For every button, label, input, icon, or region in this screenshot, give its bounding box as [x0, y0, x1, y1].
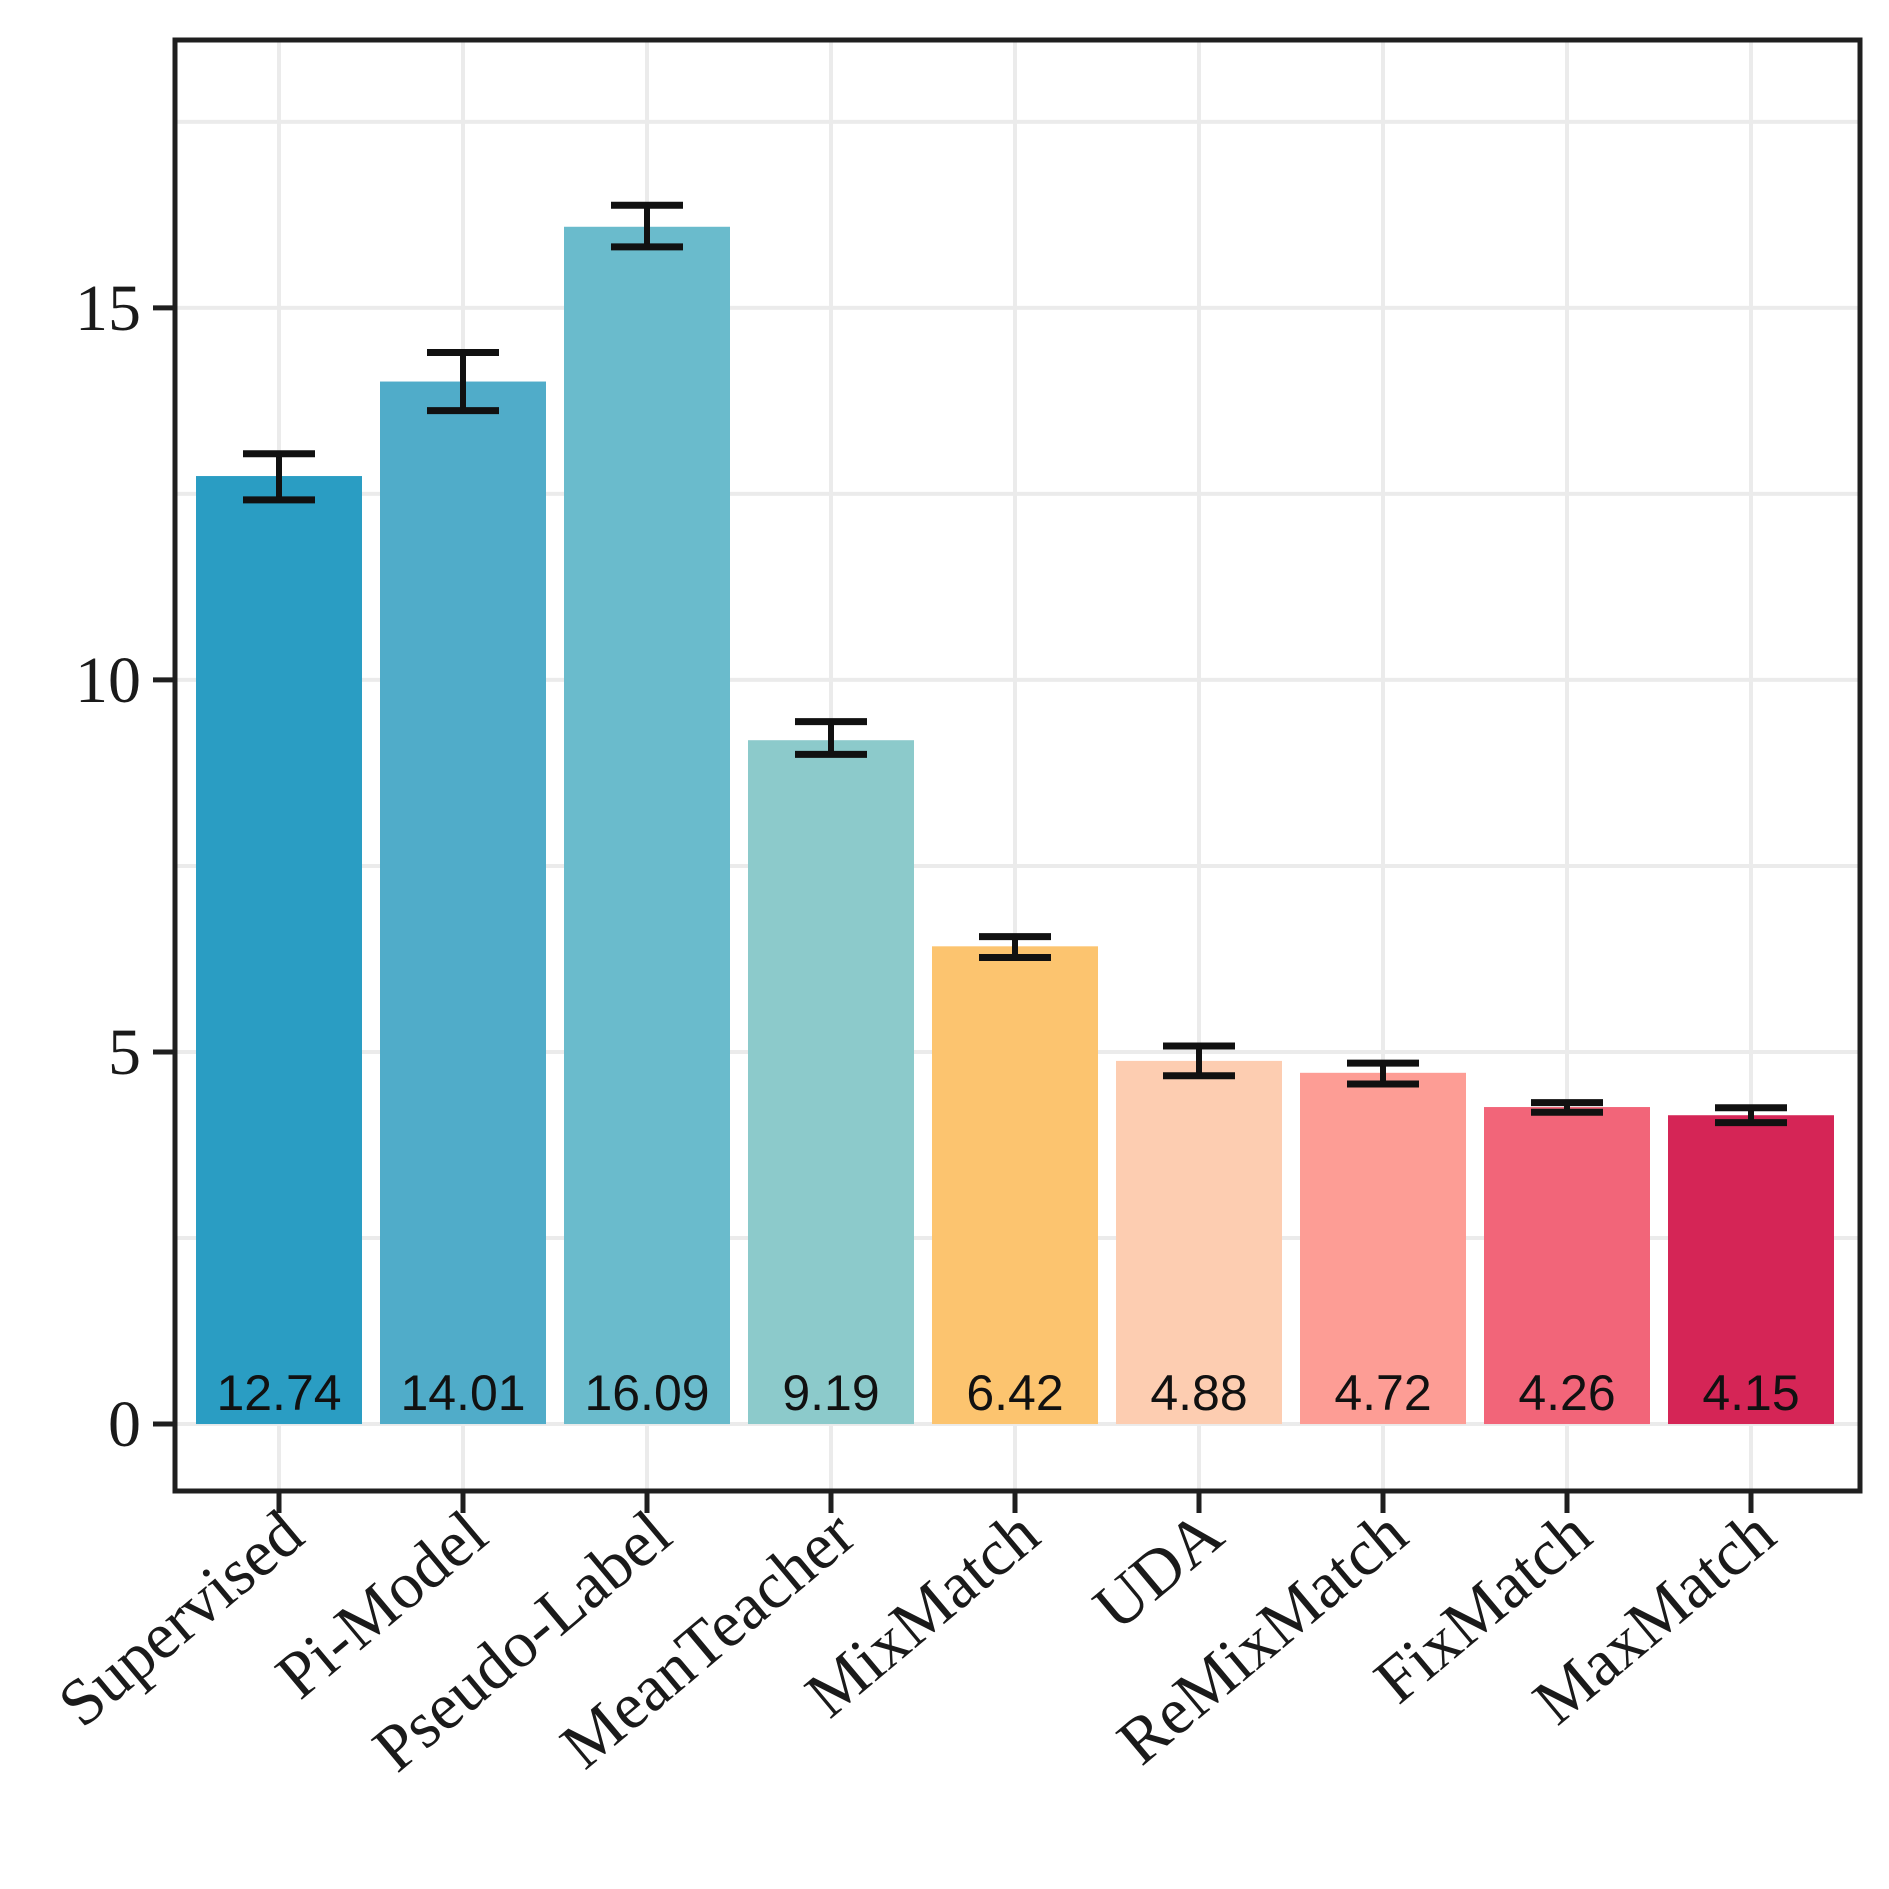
y-axis: 0 5 10 15 [75, 272, 175, 1461]
data-label: 12.74 [216, 1365, 341, 1421]
bar-pseudo-label [564, 226, 730, 1425]
bar-maxmatch [1668, 1115, 1834, 1425]
bar-mixmatch [932, 946, 1098, 1425]
bar-uda [1116, 1060, 1282, 1425]
data-labels: 12.74 14.01 16.09 9.19 6.42 4.88 4.72 4.26 4.15 [216, 1365, 1799, 1421]
data-label: 16.09 [584, 1365, 709, 1421]
data-label: 6.42 [966, 1365, 1063, 1421]
data-label: 4.26 [1518, 1365, 1615, 1421]
y-tick-label: 15 [75, 272, 141, 345]
data-label: 4.15 [1702, 1365, 1799, 1421]
y-tick-label: 10 [75, 644, 141, 717]
data-label: 4.72 [1334, 1365, 1431, 1421]
data-label: 4.88 [1150, 1365, 1247, 1421]
bar-remixmatch [1300, 1072, 1466, 1425]
bar-pi-model [380, 381, 546, 1425]
y-tick-label: 0 [108, 1388, 141, 1461]
bars [196, 226, 1834, 1425]
x-tick-label: Supervised [45, 1497, 317, 1741]
data-label: 14.01 [400, 1365, 525, 1421]
x-axis: SupervisedPi-ModelPseudo-LabelMeanTeache… [45, 1491, 1789, 1786]
bar-fixmatch [1484, 1107, 1650, 1425]
data-label: 9.19 [782, 1365, 879, 1421]
x-tick-label: UDA [1080, 1496, 1237, 1644]
error-bars [243, 201, 1787, 1127]
bar-supervised [196, 476, 362, 1425]
y-tick-label: 5 [108, 1016, 141, 1089]
bar-meanteacher [748, 740, 914, 1425]
